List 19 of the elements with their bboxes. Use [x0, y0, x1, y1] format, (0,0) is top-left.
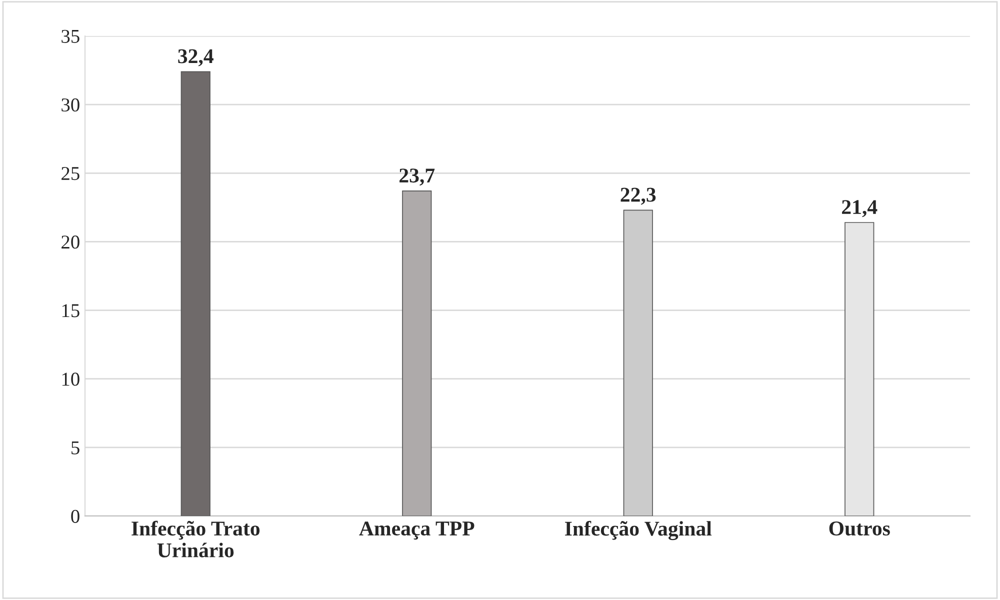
x-tick-label: Ameaça TPP	[359, 522, 474, 540]
y-tick-label: 25	[62, 167, 80, 180]
data-label: 21,4	[842, 200, 878, 218]
x-tick-label: Infecção Vaginal	[565, 520, 712, 540]
y-tick-label: 5	[72, 441, 80, 454]
y-tick-label: 15	[62, 304, 80, 318]
y-tick-label: 20	[62, 236, 80, 249]
y-tick-label: 30	[62, 98, 80, 112]
y-tick-label: 35	[62, 30, 80, 43]
data-label: 23,7	[400, 168, 435, 186]
bar	[180, 71, 210, 516]
data-label: 22,3	[620, 188, 656, 205]
bar	[844, 222, 874, 516]
y-tick-label: 10	[62, 372, 80, 386]
data-label: 32,4	[178, 49, 214, 66]
bar	[402, 190, 432, 516]
x-tick-label: Outros	[829, 522, 890, 536]
y-tick-label: 0	[71, 510, 80, 523]
x-tick-label: Infecção Trato Urinário	[132, 520, 260, 558]
